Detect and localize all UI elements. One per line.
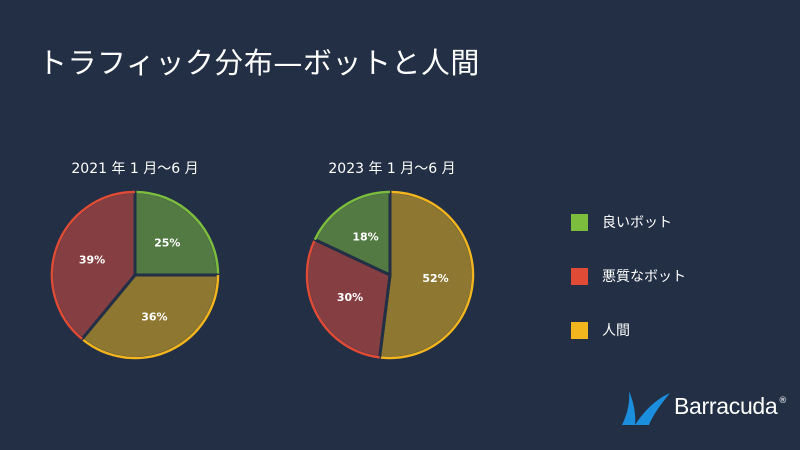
registered-mark: ® [778,396,788,406]
pie-label-good: 25% [154,237,180,250]
chart-title-2021: 2021 年 1 月〜6 月 [71,161,199,177]
pie-label-bad: 39% [79,254,105,267]
pie-svg-2021: 25% 36% 39% [50,190,220,360]
pie-chart-2023: 2023 年 1 月〜6 月 52% 30% 18% [272,150,512,375]
legend-label-good: 良いボット [602,215,672,231]
page-title: トラフィック分布—ボットと人間 [38,46,480,80]
pie-label-human: 52% [422,272,448,285]
legend-label-bad: 悪質なボット [602,269,686,285]
pie-arc-bad [50,190,136,340]
legend: 良いボット 悪質なボット 人間 [571,208,686,370]
pie-arc-human [379,190,475,360]
pie-label-good: 18% [352,230,378,243]
barracuda-logo: Barracuda ® [620,385,787,427]
legend-item-human: 人間 [571,316,686,344]
legend-swatch-human [571,321,588,339]
pie-arc-human [81,274,220,360]
pie-arc-good [134,190,220,276]
legend-swatch-good [571,213,588,231]
pie-svg-2023: 52% 30% 18% [305,190,475,360]
legend-item-good: 良いボット [571,208,686,236]
pie-arc-good [313,190,391,241]
pie-arc-bad [305,239,380,359]
pie-chart-2021: 2021 年 1 月〜6 月 25% 36% 39% [15,150,255,375]
legend-swatch-bad [571,267,588,285]
barracuda-fin-icon [622,391,670,425]
pie-label-bad: 30% [337,291,363,304]
logo-text: Barracuda [674,392,778,419]
pie-label-human: 36% [141,310,167,323]
legend-label-human: 人間 [602,323,630,339]
legend-item-bad: 悪質なボット [571,262,686,290]
chart-title-2023: 2023 年 1 月〜6 月 [328,161,456,177]
